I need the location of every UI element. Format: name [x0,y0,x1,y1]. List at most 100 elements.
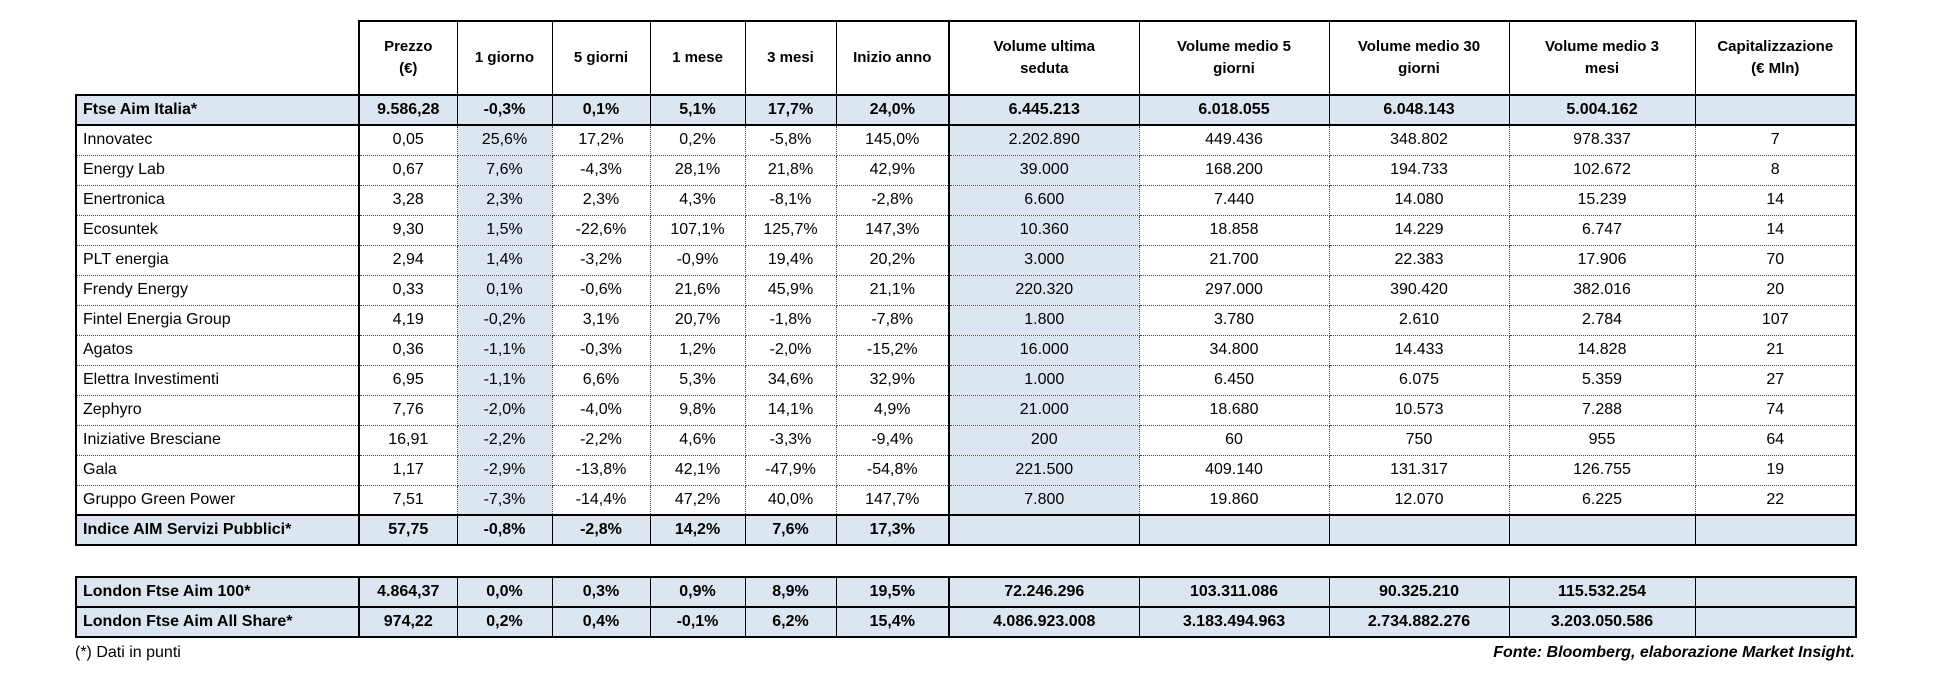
value-cell: -1,8% [744,305,837,336]
column-header: 5 giorni [551,20,651,96]
value-cell: -0,8% [456,514,553,546]
value-cell: 974,22 [358,606,458,638]
value-cell: 14,1% [744,395,837,426]
value-cell: 4,3% [649,185,746,216]
value-cell: -1,1% [456,365,553,396]
value-cell: 7,76 [358,395,458,426]
value-cell: 2.610 [1328,305,1510,336]
header-corner-blank [76,21,359,95]
value-cell: -1,1% [456,335,553,366]
value-cell: 131.317 [1328,455,1510,486]
value-cell: 22 [1694,485,1857,516]
value-cell: -2,2% [456,425,553,456]
value-cell [1694,576,1857,608]
value-cell: 297.000 [1138,275,1330,306]
column-header: 1 mese [649,20,746,96]
value-cell: 20,7% [649,305,746,336]
table-row: Enertronica 3,28 2,3% 2,3% 4,3% -8,1% -2,8% 6.6… [75,185,1857,216]
value-cell: 0,36 [358,335,458,366]
table-row: Zephyro 7,76 -2,0% -4,0% 9,8% 14,1% 4,9% 21.000… [75,395,1857,426]
value-cell: 40,0% [744,485,837,516]
table-row: Frendy Energy 0,33 0,1% -0,6% 21,6% 45,9% 21,1… [75,275,1857,306]
value-cell: 14.229 [1328,215,1510,246]
value-cell [1508,514,1696,546]
column-header: Capitalizzazione (€ Mln) [1694,20,1857,96]
value-cell: -0,1% [649,606,746,638]
value-cell: 45,9% [744,275,837,306]
value-cell [1694,94,1857,126]
column-header: 3 mesi [744,20,837,96]
value-cell: -7,8% [835,305,950,336]
value-cell: 125,7% [744,215,837,246]
value-cell: 21 [1694,335,1857,366]
value-cell: 19,4% [744,245,837,276]
value-cell: 168.200 [1138,155,1330,186]
company-name-cell: Iniziative Bresciane [75,425,360,456]
value-cell: 200 [948,425,1140,456]
value-cell: 7.440 [1138,185,1330,216]
value-cell: 20 [1694,275,1857,306]
value-cell: 14.433 [1328,335,1510,366]
value-cell: 0,1% [456,275,553,306]
value-cell: 34,6% [744,365,837,396]
value-cell: 21,1% [835,275,950,306]
value-cell: 221.500 [948,455,1140,486]
value-cell: 0,67 [358,155,458,186]
table-row: Iniziative Bresciane 16,91 -2,2% -2,2% 4,6% -… [75,425,1857,456]
table-row: Agatos 0,36 -1,1% -0,3% 1,2% -2,0% -15,2% 16.00… [75,335,1857,366]
value-cell: 449.436 [1138,125,1330,156]
value-cell: 1,17 [358,455,458,486]
company-name-cell: Fintel Energia Group [75,305,360,336]
value-cell: -15,2% [835,335,950,366]
value-cell: 14.080 [1328,185,1510,216]
value-cell: 1.800 [948,305,1140,336]
value-cell: 0,2% [649,125,746,156]
value-cell: 28,1% [649,155,746,186]
value-cell: 20,2% [835,245,950,276]
value-cell: 107,1% [649,215,746,246]
column-header: Volume medio 30 giorni [1328,20,1510,96]
value-cell: 3.780 [1138,305,1330,336]
column-header: 1 giorno [456,20,553,96]
value-cell: 47,2% [649,485,746,516]
company-name-cell: Enertronica [75,185,360,216]
value-cell: 194.733 [1328,155,1510,186]
value-cell: 14,2% [649,514,746,546]
value-cell: 18.858 [1138,215,1330,246]
company-name-cell: Zephyro [75,395,360,426]
value-cell: 8 [1694,155,1857,186]
value-cell: 955 [1508,425,1696,456]
value-cell: 19 [1694,455,1857,486]
value-cell: 103.311.086 [1138,576,1330,608]
table-row: PLT energia 2,94 1,4% -3,2% -0,9% 19,4% 20,2% 3… [75,245,1857,276]
value-cell: -0,3% [551,335,651,366]
value-cell: 74 [1694,395,1857,426]
value-cell: 2.734.882.276 [1328,606,1510,638]
value-cell [1138,514,1330,546]
company-name-cell: Gala [75,455,360,486]
value-cell: 9,8% [649,395,746,426]
column-header: Inizio anno [835,20,950,96]
value-cell: 390.420 [1328,275,1510,306]
value-cell: 382.016 [1508,275,1696,306]
value-cell: 2.202.890 [948,125,1140,156]
value-cell: 19,5% [835,576,950,608]
section-gap [75,546,1951,576]
value-cell: 10.360 [948,215,1140,246]
value-cell: 8,9% [744,576,837,608]
value-cell: 1,5% [456,215,553,246]
value-cell: -2,8% [835,185,950,216]
value-cell: 9,30 [358,215,458,246]
value-cell: 14 [1694,215,1857,246]
value-cell: -22,6% [551,215,651,246]
value-cell: 2.784 [1508,305,1696,336]
company-name-cell: Frendy Energy [75,275,360,306]
value-cell [1328,514,1510,546]
value-cell: 3.000 [948,245,1140,276]
value-cell: 107 [1694,305,1857,336]
value-cell: 0,0% [456,576,553,608]
value-cell: 6.445.213 [948,94,1140,126]
value-cell: 6.600 [948,185,1140,216]
value-cell: 6,6% [551,365,651,396]
value-cell: 7,51 [358,485,458,516]
